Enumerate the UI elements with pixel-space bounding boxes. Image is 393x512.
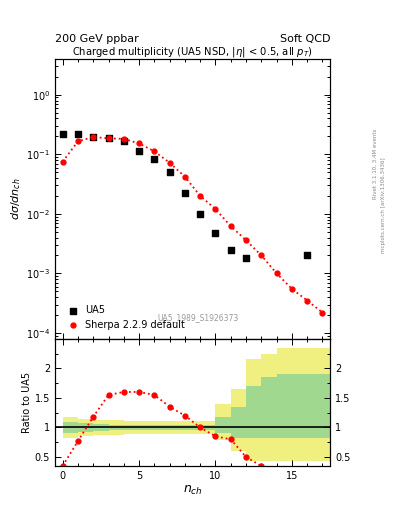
Sherpa 2.2.9 default <box>91 134 95 140</box>
UA5 <box>75 131 81 139</box>
Legend: UA5, Sherpa 2.2.9 default: UA5, Sherpa 2.2.9 default <box>60 301 189 334</box>
UA5 <box>151 155 158 163</box>
UA5 <box>212 229 219 237</box>
UA5 <box>90 133 96 141</box>
Line: Sherpa 2.2.9 default: Sherpa 2.2.9 default <box>60 135 325 315</box>
Sherpa 2.2.9 default <box>213 206 218 212</box>
Sherpa 2.2.9 default <box>290 286 294 292</box>
Text: mcplots.cern.ch [arXiv:1306.3436]: mcplots.cern.ch [arXiv:1306.3436] <box>381 157 386 252</box>
Sherpa 2.2.9 default <box>60 159 65 165</box>
X-axis label: $n_{ch}$: $n_{ch}$ <box>183 483 202 497</box>
Sherpa 2.2.9 default <box>274 270 279 276</box>
UA5 <box>228 246 234 254</box>
UA5 <box>243 254 249 262</box>
UA5 <box>167 168 173 176</box>
UA5 <box>121 137 127 145</box>
Sherpa 2.2.9 default <box>121 136 126 142</box>
UA5 <box>304 251 310 260</box>
Sherpa 2.2.9 default <box>198 193 202 199</box>
Sherpa 2.2.9 default <box>244 237 248 243</box>
UA5 <box>136 146 142 155</box>
UA5 <box>182 189 188 198</box>
Sherpa 2.2.9 default <box>75 138 80 144</box>
Text: Rivet 3.1.10, 3.4M events: Rivet 3.1.10, 3.4M events <box>373 129 378 199</box>
UA5 <box>59 131 66 139</box>
Text: Soft QCD: Soft QCD <box>280 33 330 44</box>
Sherpa 2.2.9 default <box>320 309 325 315</box>
Sherpa 2.2.9 default <box>152 148 157 155</box>
UA5 <box>105 134 112 142</box>
Title: Charged multiplicity (UA5 NSD, $|\eta|$ < 0.5, all $p_T$): Charged multiplicity (UA5 NSD, $|\eta|$ … <box>72 45 313 59</box>
Sherpa 2.2.9 default <box>106 135 111 141</box>
Sherpa 2.2.9 default <box>305 297 310 304</box>
Y-axis label: $d\sigma/dn_{ch}$: $d\sigma/dn_{ch}$ <box>9 178 23 220</box>
Sherpa 2.2.9 default <box>183 174 187 180</box>
Sherpa 2.2.9 default <box>259 252 264 259</box>
Text: 200 GeV ppbar: 200 GeV ppbar <box>55 33 139 44</box>
Sherpa 2.2.9 default <box>167 160 172 166</box>
Y-axis label: Ratio to UA5: Ratio to UA5 <box>22 372 32 433</box>
Text: UA5_1989_S1926373: UA5_1989_S1926373 <box>158 313 239 322</box>
Sherpa 2.2.9 default <box>137 140 141 146</box>
UA5 <box>197 210 203 218</box>
Sherpa 2.2.9 default <box>228 223 233 229</box>
